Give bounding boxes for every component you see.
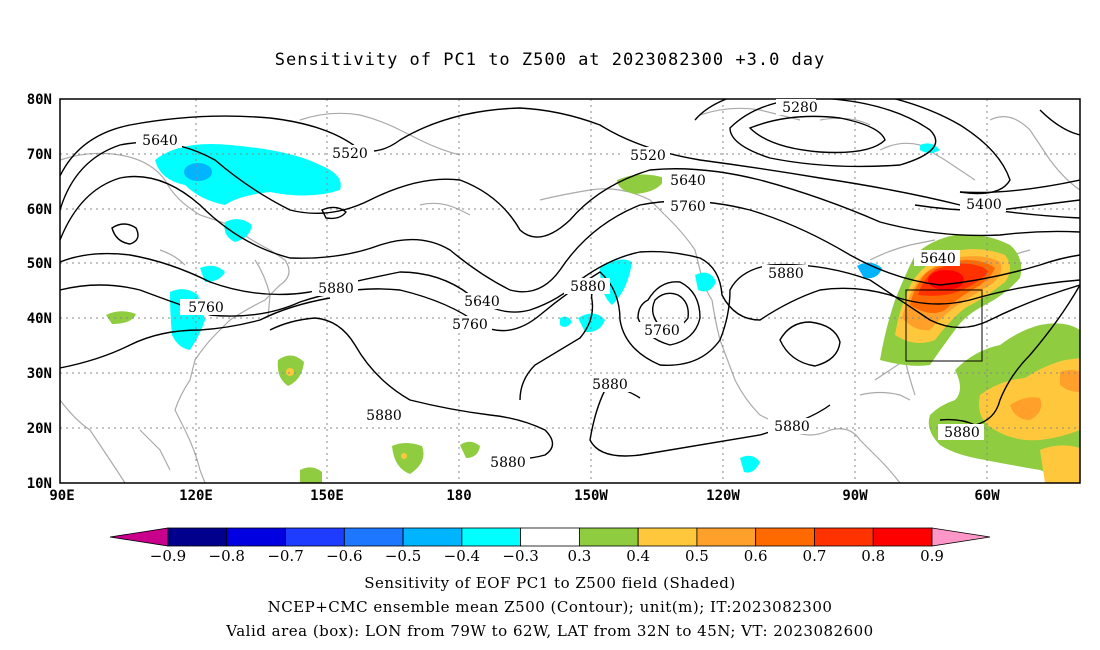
lat-label: 20N (27, 421, 52, 437)
contour-label: 5880 (366, 408, 402, 424)
z500-contours (60, 99, 1080, 460)
colorbar-label: 0.3 (567, 547, 591, 565)
contour-label: 5880 (592, 377, 628, 393)
colorbar-cell (461, 527, 522, 547)
lon-label: 120E (179, 488, 213, 504)
contour-label: 5640 (670, 173, 706, 189)
colorbar-label: 0.5 (685, 547, 709, 565)
contour-label: 5760 (670, 199, 706, 215)
contour-label: 5880 (774, 419, 810, 435)
lon-label: 60W (974, 488, 1000, 504)
contour-label: 5400 (966, 197, 1002, 213)
lon-label: 150W (574, 488, 608, 504)
colorbar-label: −0.8 (209, 547, 245, 565)
plot-frame (59, 98, 1081, 484)
lat-label: 40N (27, 311, 52, 327)
sensitivity-shading (106, 143, 1080, 483)
colorbar-cell (814, 527, 874, 547)
colorbar-label: −0.3 (502, 547, 538, 565)
valid-area-box (905, 289, 983, 362)
lon-label: 180 (446, 488, 471, 504)
grid-lines (60, 99, 1080, 483)
colorbar-label: −0.4 (444, 547, 480, 565)
colorbar-cell (285, 527, 345, 547)
contour-label: 5880 (570, 279, 606, 295)
contour-labels: 5280 5400 5520 5520 5640 5640 5640 5640 … (136, 99, 1006, 471)
contour-label: 5760 (644, 323, 680, 339)
colorbar-cell (402, 527, 463, 547)
contour-label: 5760 (188, 300, 224, 316)
colorbar-cell (696, 527, 757, 547)
contour-label: 5280 (782, 100, 818, 116)
contour-label: 5880 (944, 425, 980, 441)
lon-label: 90E (49, 488, 74, 504)
colorbar-cell (520, 527, 580, 547)
footer-line-3: Valid area (box): LON from 79W to 62W, L… (226, 622, 874, 640)
contour-label: 5520 (332, 146, 368, 162)
colorbar-label: 0.7 (803, 547, 827, 565)
colorbar-cell (637, 527, 698, 547)
colorbar-label: −0.7 (267, 547, 303, 565)
contour-label: 5640 (920, 251, 956, 267)
colorbar-cell (226, 527, 286, 547)
lon-label: 120W (706, 488, 740, 504)
colorbar-label: 0.6 (744, 547, 768, 565)
colorbar-cell (755, 527, 815, 547)
contour-label: 5760 (452, 317, 488, 333)
colorbar-cell (578, 527, 639, 547)
contour-label: 5640 (464, 294, 500, 310)
colorbar-cell (167, 527, 228, 547)
lat-label: 30N (27, 366, 52, 382)
contour-label: 5640 (142, 133, 178, 149)
colorbar-left-arrow (109, 527, 169, 547)
colorbar-cell (343, 527, 404, 547)
lat-label: 70N (27, 147, 52, 163)
lat-label: 60N (27, 202, 52, 218)
footer-line-1: Sensitivity of EOF PC1 to Z500 field (Sh… (364, 574, 736, 592)
lat-label: 80N (27, 92, 52, 108)
colorbar-label: 0.4 (626, 547, 650, 565)
lat-label: 10N (27, 476, 52, 492)
lat-label: 50N (27, 256, 52, 272)
colorbar-label: −0.6 (326, 547, 362, 565)
colorbar-label: 0.8 (861, 547, 885, 565)
colorbar-label: −0.5 (385, 547, 421, 565)
colorbar-label: 0.9 (920, 547, 944, 565)
colorbar-cell (872, 527, 933, 547)
lon-label: 150E (310, 488, 344, 504)
lon-label: 90W (842, 488, 868, 504)
lon-axis-labels: 90E 120E 150E 180 150W 120W 90W 60W (49, 488, 1000, 504)
contour-label: 5520 (630, 148, 666, 164)
contour-label: 5880 (318, 281, 354, 297)
contour-label: 5880 (768, 266, 804, 282)
colorbar: −0.9 −0.8 −0.7 −0.6 −0.5 −0.4 −0.3 0.3 0.4 0.5 0.6… (109, 527, 991, 565)
map-title: Sensitivity of PC1 to Z500 at 2023082300… (274, 50, 826, 70)
contour-label: 5880 (490, 455, 526, 471)
lat-axis-labels: 80N 70N 60N 50N 40N 30N 20N 10N (27, 92, 52, 492)
colorbar-label: −0.9 (150, 547, 186, 565)
footer-line-2: NCEP+CMC ensemble mean Z500 (Contour); u… (267, 598, 833, 616)
colorbar-right-arrow (931, 527, 991, 547)
